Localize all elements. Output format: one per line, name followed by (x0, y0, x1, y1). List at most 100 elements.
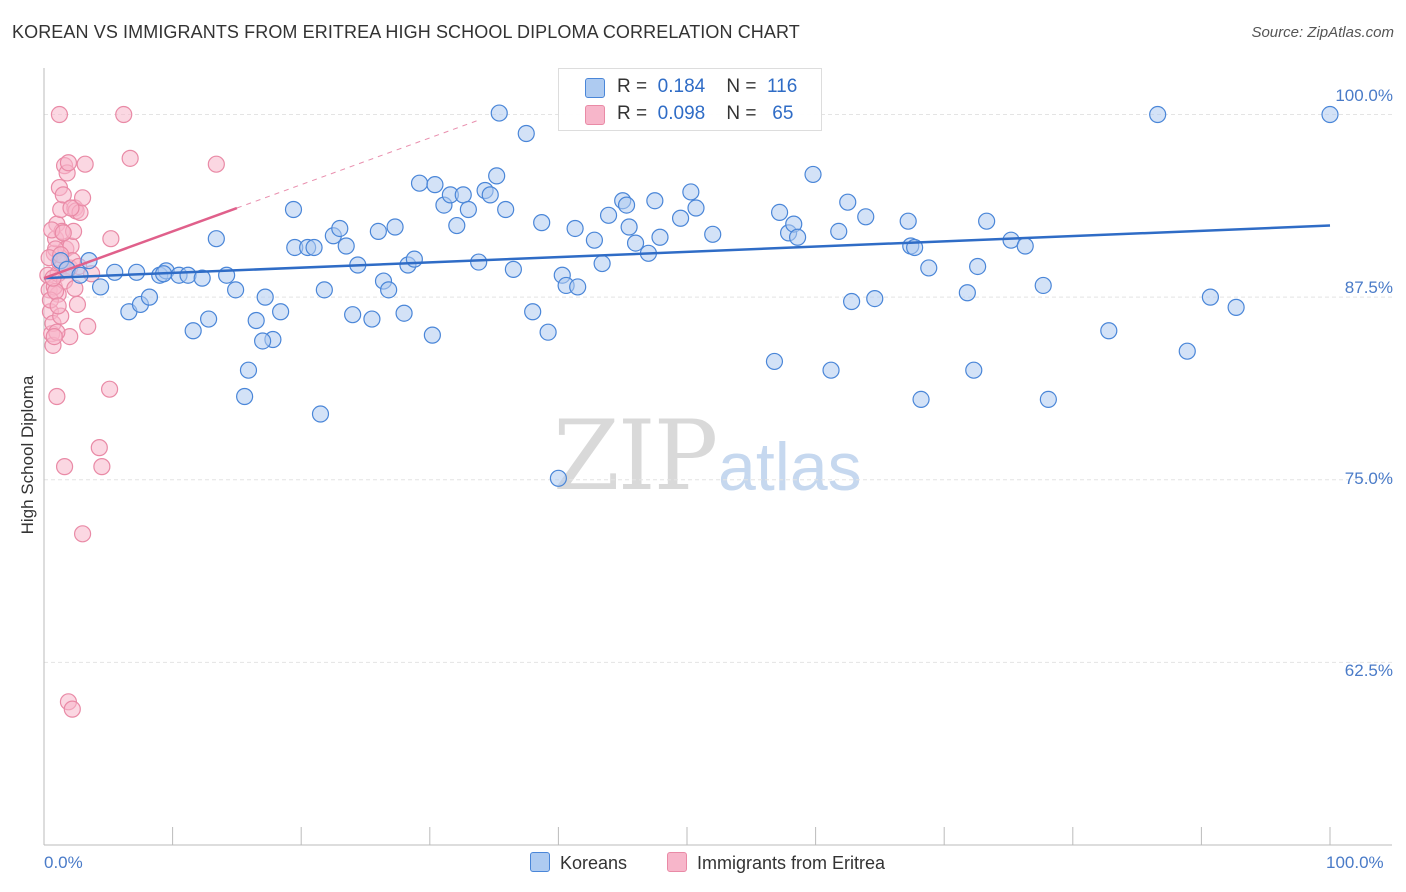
data-point (54, 224, 72, 242)
data-point (239, 361, 258, 379)
eritrea-trend-extension (236, 118, 482, 209)
data-point (1039, 390, 1057, 409)
legend-row-koreans: R = 0.184 N = 116 (559, 74, 821, 100)
data-point (1149, 105, 1167, 124)
koreans-trend-line (43, 224, 1331, 280)
data-point (857, 208, 875, 226)
data-point (899, 212, 917, 230)
axes (43, 68, 1392, 846)
source-label: Source: ZipAtlas.com (1251, 24, 1394, 41)
data-point (200, 310, 218, 328)
data-point (344, 306, 362, 324)
data-point (102, 230, 120, 248)
data-point (337, 237, 355, 255)
data-point (470, 253, 488, 271)
data-point (405, 250, 423, 268)
data-point (63, 700, 81, 718)
data-point (247, 311, 265, 330)
watermark-zip: ZIP (553, 400, 718, 512)
x-tick-label: 0.0% (44, 853, 83, 872)
data-point (73, 525, 92, 543)
x-tick-label: 100.0% (1326, 853, 1384, 872)
eritrea-trend-line (43, 206, 238, 280)
data-point (127, 263, 146, 281)
data-point (490, 104, 508, 122)
data-point (91, 278, 110, 296)
data-point (179, 266, 197, 284)
data-point (227, 281, 245, 299)
y-tick-label: 87.5% (1344, 278, 1393, 297)
n-label: N = (726, 76, 757, 97)
data-point (48, 387, 66, 406)
data-point (68, 295, 87, 314)
data-point (311, 405, 330, 423)
r-value: 0.098 (657, 103, 706, 124)
data-point (1201, 288, 1220, 306)
data-point (315, 281, 333, 299)
data-point (481, 186, 499, 204)
data-point (804, 165, 822, 184)
legend-item-koreans: Koreans (530, 852, 627, 874)
y-tick-label: 75.0% (1344, 469, 1393, 488)
data-point (866, 290, 884, 308)
trend-lines (43, 206, 1331, 280)
n-value: 65 (772, 103, 794, 124)
data-point (912, 390, 930, 409)
data-point (121, 149, 139, 167)
data-point (380, 281, 398, 299)
data-point (55, 458, 74, 476)
data-point (788, 228, 807, 246)
r-value: 0.184 (657, 76, 706, 97)
data-point (79, 317, 97, 335)
stats-legend: R = 0.184 N = 116 R = 0.098 N = 65 (558, 68, 822, 131)
y-tick-label: 100.0% (1335, 86, 1393, 105)
data-point (765, 352, 784, 371)
data-point (671, 209, 690, 227)
data-point (76, 155, 94, 173)
data-point (423, 326, 441, 344)
eritrea-swatch (585, 105, 605, 125)
data-point (1034, 276, 1052, 295)
n-label: N = (726, 103, 757, 124)
data-point (704, 225, 722, 243)
data-point (1178, 342, 1196, 360)
y-axis-label: High School Diploma (18, 375, 37, 535)
data-point (1227, 298, 1245, 316)
data-point (651, 228, 669, 246)
data-point (395, 304, 413, 322)
data-point (236, 387, 254, 406)
data-point (207, 230, 225, 248)
data-point (59, 154, 78, 172)
koreans-swatch (530, 852, 550, 872)
data-point (646, 192, 664, 210)
chart-title: KOREAN VS IMMIGRANTS FROM ERITREA HIGH S… (12, 22, 800, 42)
data-point (62, 199, 80, 217)
data-point (207, 155, 225, 173)
data-point (369, 222, 387, 240)
data-point (839, 193, 857, 211)
data-point (830, 222, 848, 240)
data-point (106, 263, 124, 281)
data-point (969, 257, 987, 276)
korean-points (52, 104, 1339, 487)
watermark-atlas: atlas (718, 429, 862, 505)
data-point (539, 323, 557, 341)
data-point (256, 288, 274, 306)
data-point (305, 238, 323, 257)
data-point (617, 196, 636, 214)
data-point (687, 199, 705, 217)
data-point (965, 361, 983, 379)
data-point (50, 105, 69, 124)
data-point (93, 458, 111, 476)
legend-item-eritrea: Immigrants from Eritrea (667, 852, 885, 874)
legend-row-eritrea: R = 0.098 N = 65 (559, 101, 821, 127)
data-point (272, 303, 290, 321)
data-point (184, 322, 202, 340)
data-point (73, 189, 92, 207)
data-point (386, 218, 404, 236)
data-point (100, 380, 119, 398)
data-point (566, 219, 584, 238)
data-point (626, 234, 645, 252)
data-point (822, 361, 840, 379)
data-point (115, 105, 133, 124)
